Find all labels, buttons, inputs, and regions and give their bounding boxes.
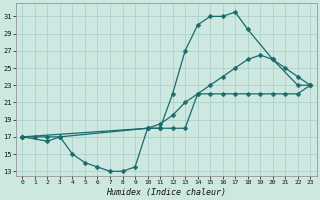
X-axis label: Humidex (Indice chaleur): Humidex (Indice chaleur) xyxy=(106,188,226,197)
